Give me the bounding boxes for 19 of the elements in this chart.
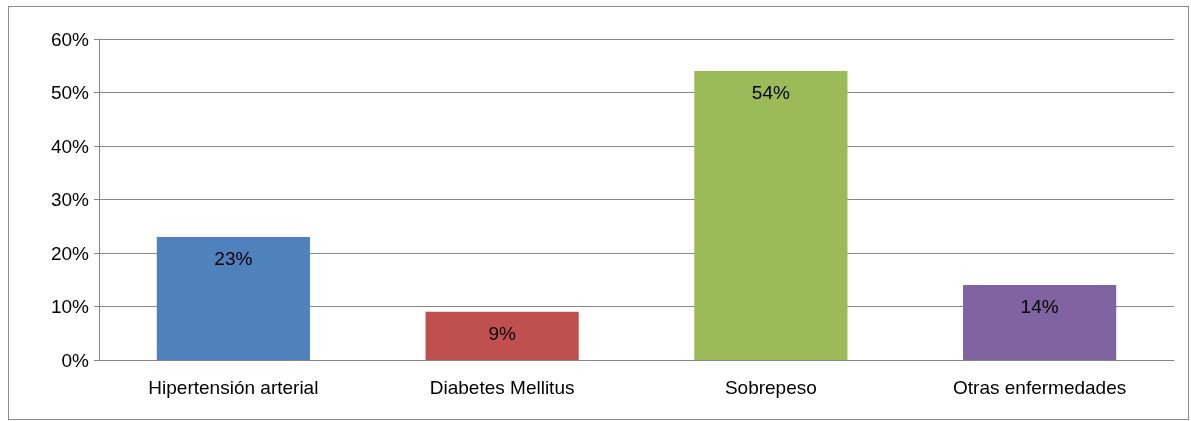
y-tick-label: 60% — [50, 28, 90, 50]
y-tick-label: 10% — [50, 296, 90, 317]
data-label: 54% — [751, 82, 790, 104]
y-tick-label: 50% — [50, 82, 90, 103]
bar — [694, 71, 848, 360]
x-tick-label: Sobrepeso — [724, 377, 817, 398]
x-tick-label: Hipertensión arterial — [148, 377, 319, 398]
y-tick-label: 0% — [61, 349, 90, 371]
x-tick-label: Diabetes Mellitus — [429, 377, 575, 398]
bar — [156, 236, 310, 360]
y-tick-label: 30% — [50, 189, 90, 210]
data-label: 9% — [488, 322, 516, 344]
bar — [425, 311, 579, 360]
y-tick-label: 20% — [50, 242, 90, 264]
data-label: 14% — [1020, 296, 1059, 318]
x-tick-label: Otras enfermedades — [953, 377, 1127, 398]
data-label: 23% — [214, 247, 253, 269]
y-tick-label: 40% — [50, 135, 90, 157]
bar — [963, 285, 1117, 360]
